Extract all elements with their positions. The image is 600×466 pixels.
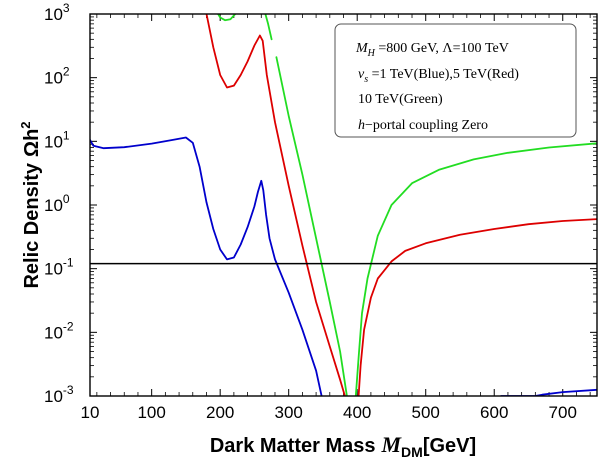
y-tick-labels: 10-3 10-2 10-1 100 101 102 103: [44, 1, 74, 406]
x-axis-symbol: M: [380, 432, 402, 457]
x-tick-label: 300: [275, 403, 303, 422]
legend-line-1: MH =800 GeV, Λ=100 TeV: [355, 41, 509, 59]
x-tick-label: 10: [81, 403, 100, 422]
legend-v-sub: s: [364, 74, 368, 85]
y-tick-label: 10-3: [44, 383, 74, 406]
x-axis-subscript: DM: [401, 444, 423, 460]
series-line-22dd22: [217, 14, 237, 22]
y-axis-power: 2: [18, 121, 33, 128]
x-axis-unit: [GeV]: [423, 435, 476, 457]
series-line-22dd22: [275, 56, 348, 396]
x-tick-label: 600: [480, 403, 508, 422]
y-tick-label: 103: [44, 1, 70, 24]
x-tick-label: 200: [206, 403, 234, 422]
plot-frame: [89, 13, 598, 397]
series-line-dd0000: [357, 218, 597, 396]
series-line-22dd22: [354, 142, 597, 396]
legend-line-4: h−portal coupling Zero: [358, 118, 488, 133]
legend-line-2: vs =1 TeV(Blue),5 TeV(Red): [358, 67, 519, 85]
legend-m-sub: H: [367, 48, 376, 59]
x-tick-label: 400: [343, 403, 371, 422]
y-axis-title: Relic Density Ωh2: [18, 121, 43, 288]
series-line-0000cc: [90, 136, 323, 396]
series-layer: [90, 14, 597, 396]
legend-line-1-text: =800 GeV, Λ=100 TeV: [375, 41, 509, 56]
legend-box: [334, 23, 577, 138]
x-axis-title: Dark Matter Mass MDM[GeV]: [210, 432, 476, 460]
series-line-22dd22: [264, 14, 273, 41]
x-axis-title-text: Dark Matter Mass: [210, 435, 376, 457]
x-tick-label: 500: [412, 403, 440, 422]
y-tick-label: 102: [44, 65, 70, 88]
y-tick-label: 101: [44, 128, 70, 151]
y-tick-label: 10-2: [44, 319, 74, 342]
legend-line-3: 10 TeV(Green): [358, 92, 443, 107]
legend-v-symbol: v: [358, 67, 365, 82]
series-line-dd0000: [205, 14, 346, 396]
x-tick-labels: 10 100 200 300 400 500 600 700: [81, 403, 577, 422]
y-tick-label: 10-1: [44, 256, 74, 279]
legend-m-symbol: M: [355, 41, 369, 56]
x-tick-label: 700: [549, 403, 577, 422]
y-axis-symbol: Ωh: [21, 129, 43, 157]
legend-h-symbol: h: [358, 118, 365, 133]
legend-line-2-text: =1 TeV(Blue),5 TeV(Red): [368, 67, 519, 82]
x-tick-label: 100: [137, 403, 165, 422]
legend: MH =800 GeV, Λ=100 TeV vs =1 TeV(Blue),5…: [334, 23, 577, 138]
series-line-0000cc: [500, 388, 597, 396]
y-tick-label: 100: [44, 192, 70, 215]
legend-line-4-text: −portal coupling Zero: [365, 118, 488, 133]
y-axis-title-text: Relic Density: [21, 162, 43, 288]
